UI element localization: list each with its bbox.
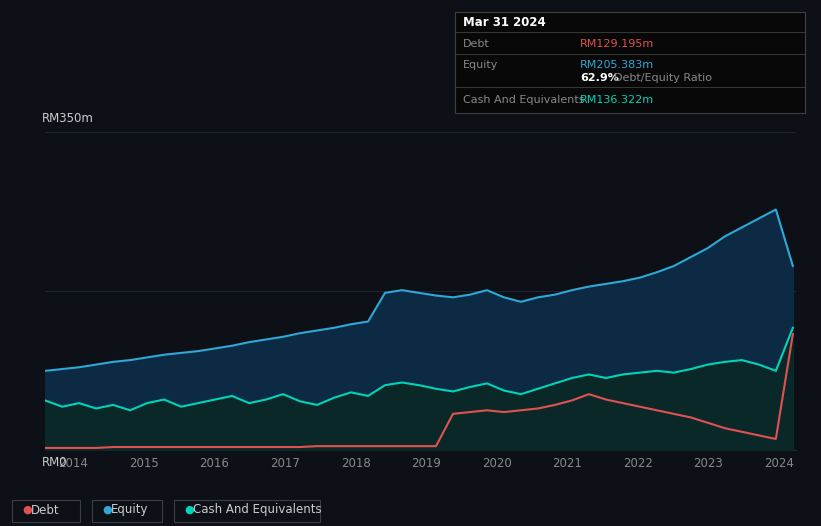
Text: Debt: Debt: [463, 39, 490, 49]
Text: Cash And Equivalents: Cash And Equivalents: [463, 95, 585, 105]
Text: ●: ●: [102, 505, 112, 515]
Text: RM350m: RM350m: [41, 112, 94, 125]
Text: RM205.383m: RM205.383m: [580, 60, 654, 70]
Text: ●: ●: [22, 505, 32, 515]
Text: Debt: Debt: [31, 503, 60, 517]
Text: ●: ●: [184, 505, 194, 515]
Text: Equity: Equity: [111, 503, 149, 517]
Text: Debt/Equity Ratio: Debt/Equity Ratio: [614, 73, 712, 83]
Text: RM0: RM0: [41, 456, 67, 469]
Text: Equity: Equity: [463, 60, 498, 70]
Text: RM129.195m: RM129.195m: [580, 39, 654, 49]
Text: RM136.322m: RM136.322m: [580, 95, 654, 105]
Text: Cash And Equivalents: Cash And Equivalents: [193, 503, 322, 517]
Text: 62.9%: 62.9%: [580, 73, 619, 83]
Text: Mar 31 2024: Mar 31 2024: [463, 15, 546, 28]
